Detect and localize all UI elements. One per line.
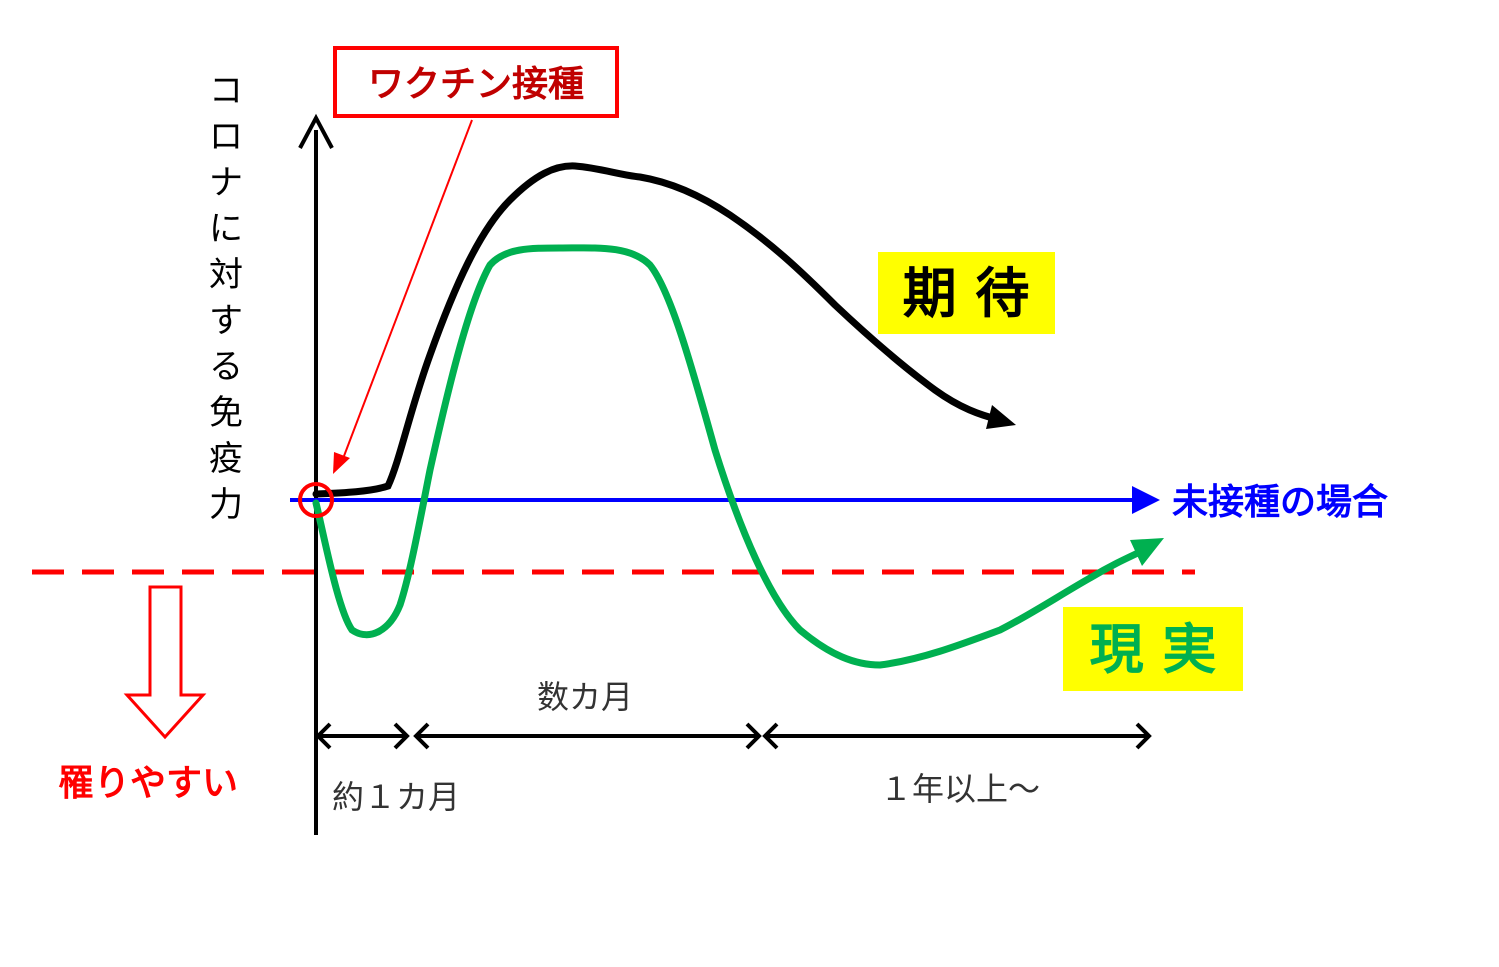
unvaccinated-label: 未接種の場合: [1172, 482, 1388, 523]
y-axis-label: コロナに対する免疫力: [209, 71, 243, 525]
period-label-1: 約１カ月: [332, 778, 460, 816]
period-label-2: 数カ月: [537, 678, 633, 716]
vaccination-point-marker: [298, 482, 334, 518]
reality-arrowhead: [1130, 538, 1164, 566]
unvaccinated-arrowhead: [1132, 486, 1160, 514]
vaccination-label-box: [333, 46, 619, 118]
expected-label-box: [878, 252, 1055, 334]
period-arrow-3: [762, 722, 1152, 750]
down-arrow-icon: [123, 585, 207, 740]
vaccination-pointer-line: [343, 119, 473, 457]
expected-arrowhead: [986, 405, 1016, 429]
vaccination-label: ワクチン接種: [368, 64, 584, 105]
infection-threshold-label: 罹りやすい: [58, 763, 238, 804]
reality-label-box: [1063, 607, 1243, 691]
period-arrow-1: [315, 722, 410, 750]
expected-label: 期 待: [903, 262, 1030, 325]
period-label-3: １年以上～: [880, 770, 1040, 808]
y-axis-arrowhead: [298, 113, 334, 149]
expected-curve: [312, 162, 1004, 498]
period-arrow-2: [413, 722, 762, 750]
vaccination-pointer-arrowhead: [333, 452, 350, 474]
reality-label: 現 実: [1090, 618, 1217, 681]
reality-curve: [312, 244, 1144, 669]
